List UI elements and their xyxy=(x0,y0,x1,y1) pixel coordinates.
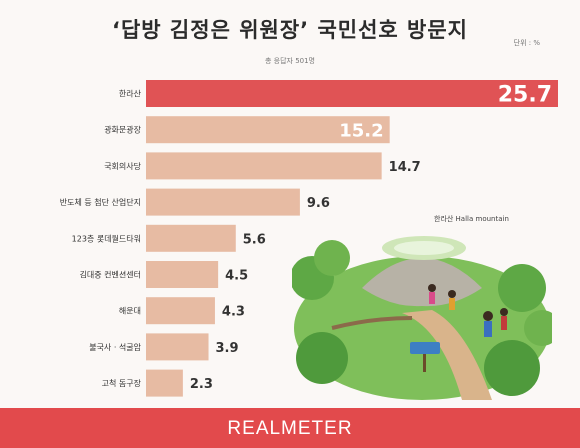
halla-mountain-illustration xyxy=(292,236,552,400)
value-label: 25.7 xyxy=(498,83,552,108)
value-label: 3.9 xyxy=(216,341,239,356)
bar xyxy=(146,152,382,180)
category-label: 해운대 xyxy=(119,306,141,316)
category-label: 김대중 컨벤션센터 xyxy=(80,270,141,280)
chart-subtitle: 총 응답자 501명 xyxy=(264,57,315,65)
category-label: 국회의사당 xyxy=(104,161,141,171)
bar-chart: 한라산 25.7 광화문광장 15.2 국회의사당 14.7 반도체 등 첨단 산업단지 9.… xyxy=(60,80,558,397)
bar xyxy=(146,297,215,325)
bar xyxy=(146,333,209,361)
value-label: 5.6 xyxy=(243,232,266,247)
category-label: 광화문광장 xyxy=(104,125,141,135)
brand-logo: REALMETER xyxy=(227,418,353,439)
bar xyxy=(146,188,300,216)
category-label: 123층 롯데월드타워 xyxy=(72,233,141,243)
value-label: 14.7 xyxy=(389,160,421,175)
value-label: 2.3 xyxy=(190,377,213,392)
category-label: 반도체 등 첨단 산업단지 xyxy=(60,197,141,207)
value-label: 4.5 xyxy=(225,269,248,284)
category-label: 한라산 xyxy=(119,89,142,99)
category-label: 고척 돔구장 xyxy=(102,378,142,388)
unit-label: 단위 : % xyxy=(513,39,540,47)
value-label: 9.6 xyxy=(307,196,330,211)
category-label: 불국사 · 석굴암 xyxy=(89,342,141,352)
bar xyxy=(146,369,183,397)
footer-bar: REALMETER xyxy=(0,408,580,448)
bar xyxy=(146,261,219,288)
value-label: 15.2 xyxy=(339,121,383,142)
bar xyxy=(146,224,236,252)
illustration-caption: 한라산 Halla mountain xyxy=(434,215,509,223)
bar xyxy=(146,80,558,107)
value-label: 4.3 xyxy=(222,305,245,320)
bar xyxy=(146,116,390,144)
chart-title: ‘답방 김정은 위원장’ 국민선호 방문지 xyxy=(112,18,468,42)
